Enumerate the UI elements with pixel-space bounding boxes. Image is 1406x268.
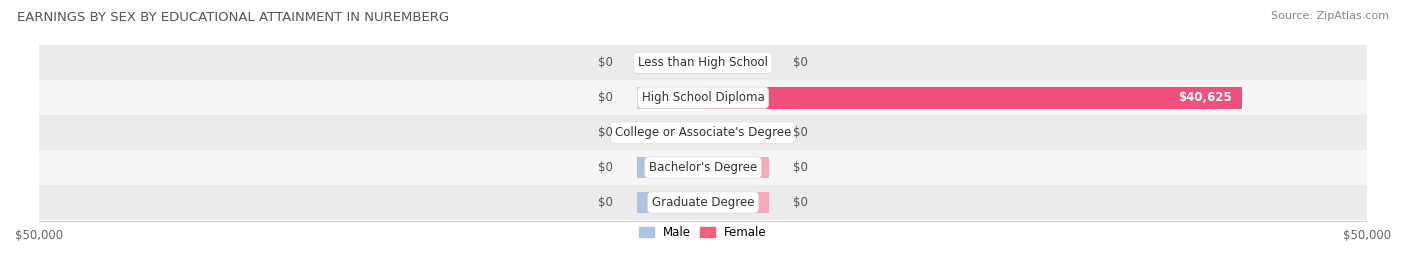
Text: $0: $0 [598, 56, 613, 69]
Legend: Male, Female: Male, Female [640, 226, 766, 239]
Text: $0: $0 [793, 161, 808, 174]
Bar [637, 122, 703, 143]
Bar [703, 157, 769, 178]
Text: High School Diploma: High School Diploma [641, 91, 765, 104]
Text: Source: ZipAtlas.com: Source: ZipAtlas.com [1271, 11, 1389, 21]
Text: $0: $0 [793, 56, 808, 69]
Text: $0: $0 [598, 161, 613, 174]
Text: $0: $0 [598, 91, 613, 104]
Text: EARNINGS BY SEX BY EDUCATIONAL ATTAINMENT IN NUREMBERG: EARNINGS BY SEX BY EDUCATIONAL ATTAINMEN… [17, 11, 449, 24]
Text: $0: $0 [793, 126, 808, 139]
Bar [39, 150, 1367, 185]
Bar [637, 52, 703, 74]
Bar [39, 45, 1367, 80]
Bar [703, 52, 769, 74]
Text: Less than High School: Less than High School [638, 56, 768, 69]
Text: Bachelor's Degree: Bachelor's Degree [650, 161, 756, 174]
Text: Graduate Degree: Graduate Degree [652, 196, 754, 209]
Bar [637, 192, 703, 213]
Text: $0: $0 [598, 126, 613, 139]
Bar [703, 122, 769, 143]
Bar [39, 115, 1367, 150]
Text: College or Associate's Degree: College or Associate's Degree [614, 126, 792, 139]
Text: $0: $0 [598, 196, 613, 209]
Bar [637, 157, 703, 178]
Bar [39, 185, 1367, 220]
Text: $0: $0 [793, 196, 808, 209]
Bar [703, 192, 769, 213]
Bar [39, 80, 1367, 115]
Bar [703, 87, 1243, 109]
Text: $40,625: $40,625 [1178, 91, 1232, 104]
Bar [637, 87, 703, 109]
